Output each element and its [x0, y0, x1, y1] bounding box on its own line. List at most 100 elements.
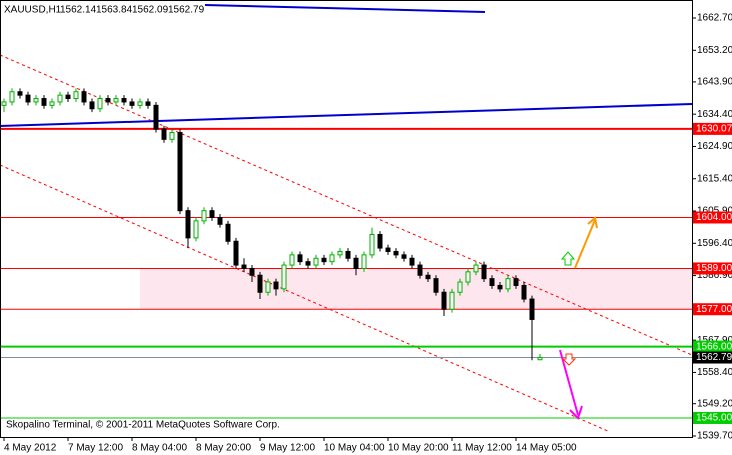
candle-body [57, 94, 63, 103]
candle-body [321, 257, 327, 263]
open-value: 1562.14 [60, 5, 97, 16]
x-tick-label: 11 May 12:00 [452, 443, 512, 454]
candle-body [145, 101, 151, 106]
x-tick-label: 9 May 12:00 [260, 443, 315, 454]
candle-body [369, 233, 375, 256]
candle-body [105, 98, 111, 103]
arrow-down [559, 349, 583, 420]
candle-body [449, 291, 455, 310]
y-tick-label: 1653.20 [697, 45, 732, 56]
candle-body [337, 250, 343, 256]
candle-body [185, 210, 191, 239]
close-value: 1562.79 [168, 5, 205, 16]
candle-body [89, 101, 95, 110]
level-label: 1589.00 [696, 263, 732, 274]
level-label-box [693, 211, 732, 224]
candle-body [417, 264, 423, 276]
x-tick-label: 10 May 04:00 [324, 443, 385, 454]
y-tick-label: 1596.40 [697, 238, 732, 249]
candle-body [537, 357, 543, 361]
y-tick-label: 1643.90 [697, 77, 732, 88]
x-tick-label: 4 May 2012 [4, 443, 57, 454]
candle-body [249, 267, 255, 276]
level-label-box [693, 262, 732, 275]
candle-body [425, 274, 431, 280]
candle-body [273, 281, 279, 290]
candle-body [505, 278, 511, 290]
level-label-box [693, 303, 732, 316]
candle-body [377, 233, 383, 249]
candle-body [225, 223, 231, 242]
y-tick-label: 1624.90 [697, 141, 732, 152]
candle-body [401, 254, 407, 259]
candle-body [441, 291, 447, 310]
candle-body [137, 101, 143, 106]
y-tick-label: 1539.70 [697, 431, 732, 442]
candle-body [33, 98, 39, 103]
candle-body [465, 271, 471, 283]
candle-body [177, 132, 183, 212]
footer: Skopalino Terminal, © 2001-2011 MetaQuot… [6, 420, 280, 431]
candle-body [161, 128, 167, 140]
candle-body [241, 264, 247, 269]
candle-body [41, 98, 47, 106]
candle-body [457, 281, 463, 293]
x-tick-label: 8 May 04:00 [132, 443, 187, 454]
level-label: 1577.00 [696, 304, 732, 315]
candle-body [129, 101, 135, 106]
candle-body [265, 281, 271, 293]
candle-body [169, 132, 175, 140]
candle-body [9, 91, 15, 103]
candle-body [193, 220, 199, 239]
candle-body [289, 254, 295, 266]
channel-line [0, 164, 611, 433]
level-label-box [693, 411, 732, 424]
symbol: XAUUSD,H1 [4, 5, 62, 16]
y-tick-label: 1586.90 [697, 270, 732, 281]
candle-body [481, 264, 487, 280]
candle-body [217, 216, 223, 225]
arrow-icon [560, 251, 576, 266]
candle-body [297, 254, 303, 263]
high-value: 1563.84 [96, 5, 133, 16]
low-value: 1562.09 [132, 5, 169, 16]
arrow-icon [561, 353, 577, 366]
candle-body [25, 94, 31, 103]
candle-body [113, 98, 119, 103]
level-label: 1630.07 [696, 124, 732, 135]
candle-body [353, 257, 359, 269]
trendline [0, 103, 693, 127]
y-tick-label: 1558.40 [697, 367, 732, 378]
x-tick-label: 8 May 20:00 [196, 443, 251, 454]
candle-body [521, 284, 527, 300]
candle-body [361, 254, 367, 269]
candle-body [1, 101, 7, 106]
trendline [204, 4, 486, 13]
level-label-box [693, 340, 732, 353]
candle-body [121, 98, 127, 103]
candle-body [17, 91, 23, 96]
candle-body [345, 250, 351, 259]
x-tick-label: 10 May 20:00 [388, 443, 449, 454]
candle-body [97, 98, 103, 110]
level-label-box [693, 122, 732, 135]
y-tick-label: 1634.40 [697, 109, 732, 120]
price-label-box [693, 351, 732, 364]
level-label: 1604.00 [696, 212, 732, 223]
zone [140, 268, 692, 310]
candle-body [209, 210, 215, 218]
candle-body [257, 274, 263, 293]
plot-border [0, 0, 693, 438]
arrow-up [574, 216, 598, 269]
candle-body [65, 94, 71, 100]
candle-body [409, 257, 415, 266]
candle-body [385, 247, 391, 252]
candle-body [281, 264, 287, 290]
x-tick-label: 14 May 05:00 [516, 443, 577, 454]
candle-body [73, 91, 79, 100]
candle-body [305, 261, 311, 266]
candle-body [201, 210, 207, 222]
candle-body [329, 254, 335, 263]
y-tick-label: 1567.90 [697, 335, 732, 346]
